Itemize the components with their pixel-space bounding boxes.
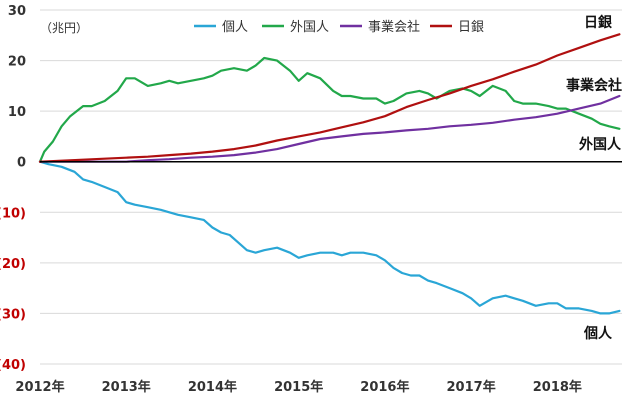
y-tick-label: 30 (8, 4, 26, 19)
y-tick-label: 0 (17, 156, 26, 171)
x-tick-label: 2017年 (447, 379, 496, 395)
series-lines (38, 33, 621, 315)
series-end-labels: 個人 外国人 事業会社 日銀 (566, 14, 622, 342)
series-end-label: 事業会社 (566, 77, 622, 94)
series-line-1 (38, 160, 621, 315)
series-line-2 (38, 56, 621, 163)
y-tick-label: (10) (0, 206, 26, 221)
x-tick-label: 2012年 (15, 379, 64, 395)
unit-label: （兆円） (40, 21, 88, 35)
legend: 個人 外国人 事業会社 日銀 (194, 19, 484, 35)
x-tick-label: 2016年 (360, 379, 409, 395)
x-axis-tick-labels: 2012年 2013年 2014年 2015年 2016年 2017年 2018年 (15, 379, 582, 395)
y-tick-label: (20) (0, 257, 26, 272)
legend-label: 日銀 (458, 20, 484, 35)
legend-label: 外国人 (290, 20, 329, 35)
y-tick-label: (30) (0, 307, 26, 322)
legend-label: 個人 (222, 20, 248, 35)
series-end-label: 個人 (583, 325, 613, 342)
series-line-4 (38, 33, 621, 163)
series-end-label: 日銀 (584, 14, 612, 31)
x-tick-label: 2014年 (188, 379, 237, 395)
x-tick-label: 2015年 (274, 379, 323, 395)
y-tick-label: (40) (0, 358, 26, 373)
x-tick-label: 2013年 (102, 379, 151, 395)
y-tick-label: 20 (8, 55, 26, 70)
series-line-3 (38, 94, 621, 163)
legend-label: 事業会社 (368, 19, 420, 35)
gridlines (40, 9, 622, 365)
y-tick-label: 10 (8, 105, 26, 120)
y-axis-tick-labels: 30 20 10 0 (10) (20) (30) (40) (0, 4, 26, 373)
x-tick-label: 2018年 (533, 379, 582, 395)
series-end-label: 外国人 (579, 136, 622, 153)
